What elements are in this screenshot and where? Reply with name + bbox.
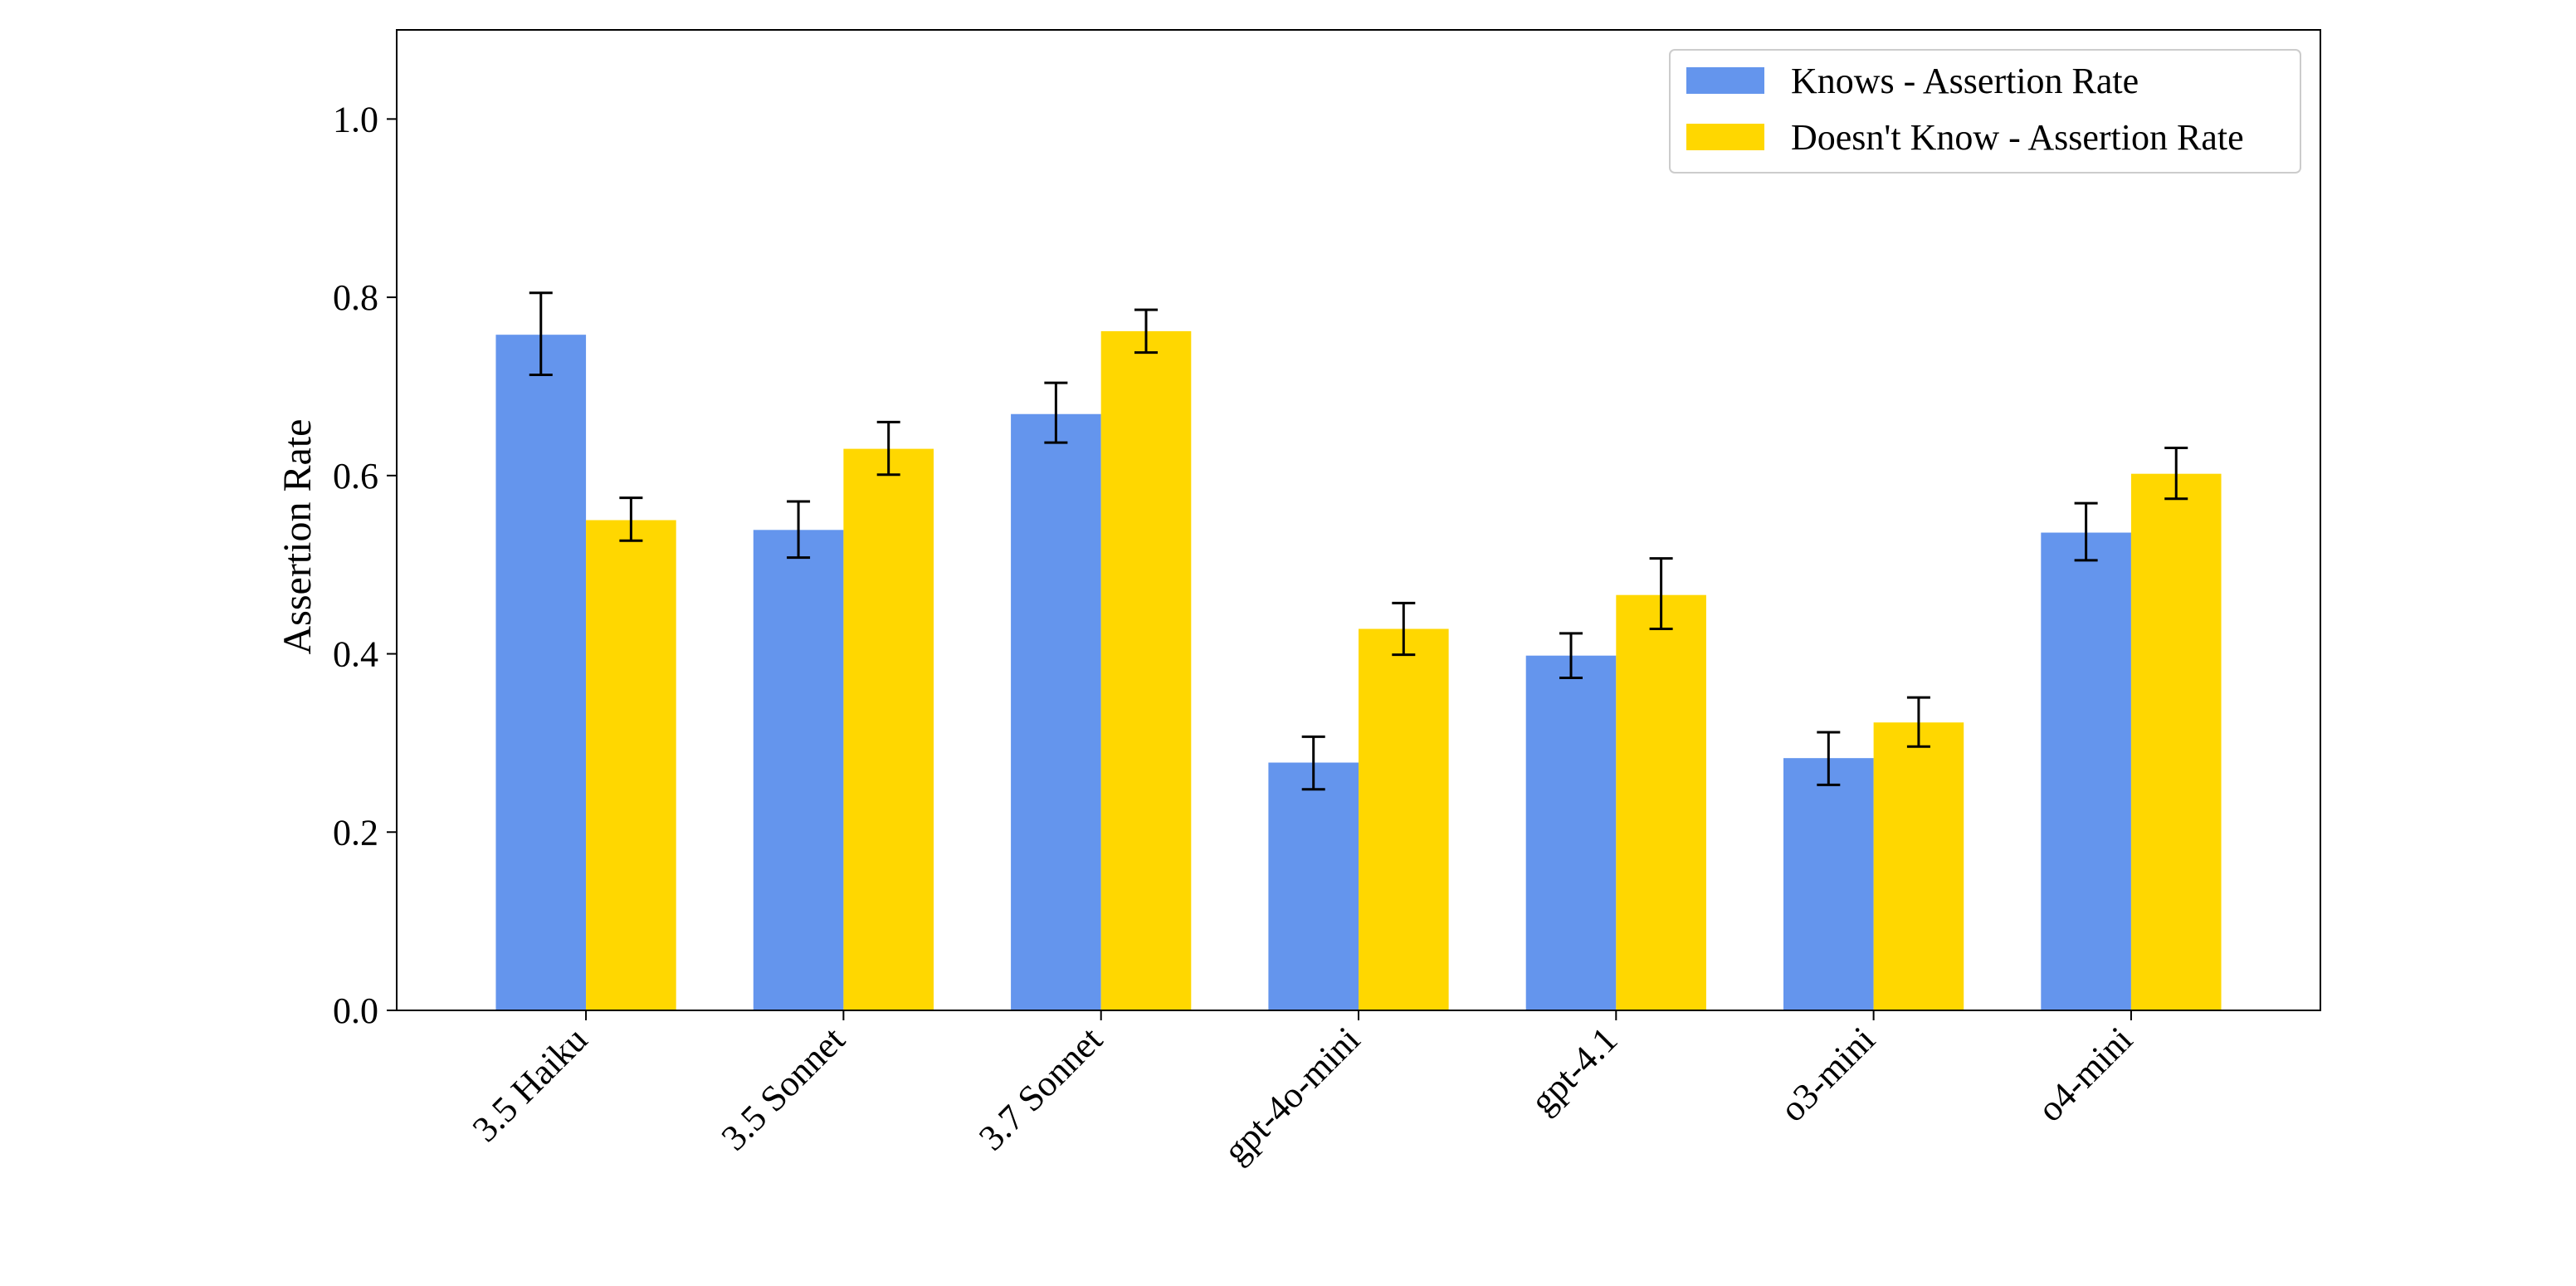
- bar: [753, 530, 844, 1010]
- y-tick-label: 0.6: [333, 456, 378, 496]
- bar: [1783, 758, 1874, 1010]
- x-tick-label: 3.7 Sonnet: [971, 1019, 1110, 1158]
- error-bars-layer: [529, 291, 2188, 791]
- y-tick-label: 1.0: [333, 99, 378, 139]
- legend-box: [1669, 49, 2301, 174]
- legend-swatch: [1686, 67, 1764, 94]
- x-tick-label: gpt-4o-mini: [1216, 1019, 1368, 1171]
- x-tick-label: 3.5 Haiku: [465, 1019, 595, 1149]
- bar: [1616, 594, 1706, 1010]
- x-tick-label: o4-mini: [2030, 1019, 2140, 1129]
- bar: [586, 520, 676, 1010]
- bar: [843, 448, 934, 1010]
- y-tick-label: 0.0: [333, 990, 378, 1031]
- x-tick-label: gpt-4.1: [1523, 1019, 1626, 1122]
- bar: [495, 335, 587, 1011]
- legend: Knows - Assertion Rate Doesn't Know - Ass…: [1669, 49, 2301, 174]
- x-tick-label: o3-mini: [1773, 1019, 1883, 1129]
- y-tick-label: 0.4: [333, 634, 378, 675]
- legend-label: Knows - Assertion Rate: [1791, 61, 2139, 101]
- y-tick-label: 0.2: [333, 812, 378, 853]
- bar: [1873, 722, 1964, 1010]
- y-tick-label: 0.8: [333, 277, 378, 318]
- legend-label: Doesn't Know - Assertion Rate: [1791, 117, 2244, 158]
- x-axis: 3.5 Haiku 3.5 Sonnet 3.7 Sonnet gpt-4o-mini…: [465, 1010, 2140, 1171]
- bar: [2130, 473, 2222, 1010]
- bar: [1359, 628, 1449, 1010]
- x-tick-label: 3.5 Sonnet: [714, 1019, 853, 1158]
- bars-layer: [495, 330, 2222, 1011]
- bar: [1268, 762, 1359, 1010]
- bar: [1011, 413, 1101, 1010]
- y-axis-label: Assertion Rate: [276, 419, 320, 655]
- bar: [1100, 330, 1192, 1010]
- bar: [2041, 532, 2131, 1010]
- legend-swatch: [1686, 124, 1764, 150]
- bar: [1525, 655, 1617, 1010]
- y-axis: 0.0 0.2 0.4 0.6 0.8 1.0: [333, 99, 397, 1031]
